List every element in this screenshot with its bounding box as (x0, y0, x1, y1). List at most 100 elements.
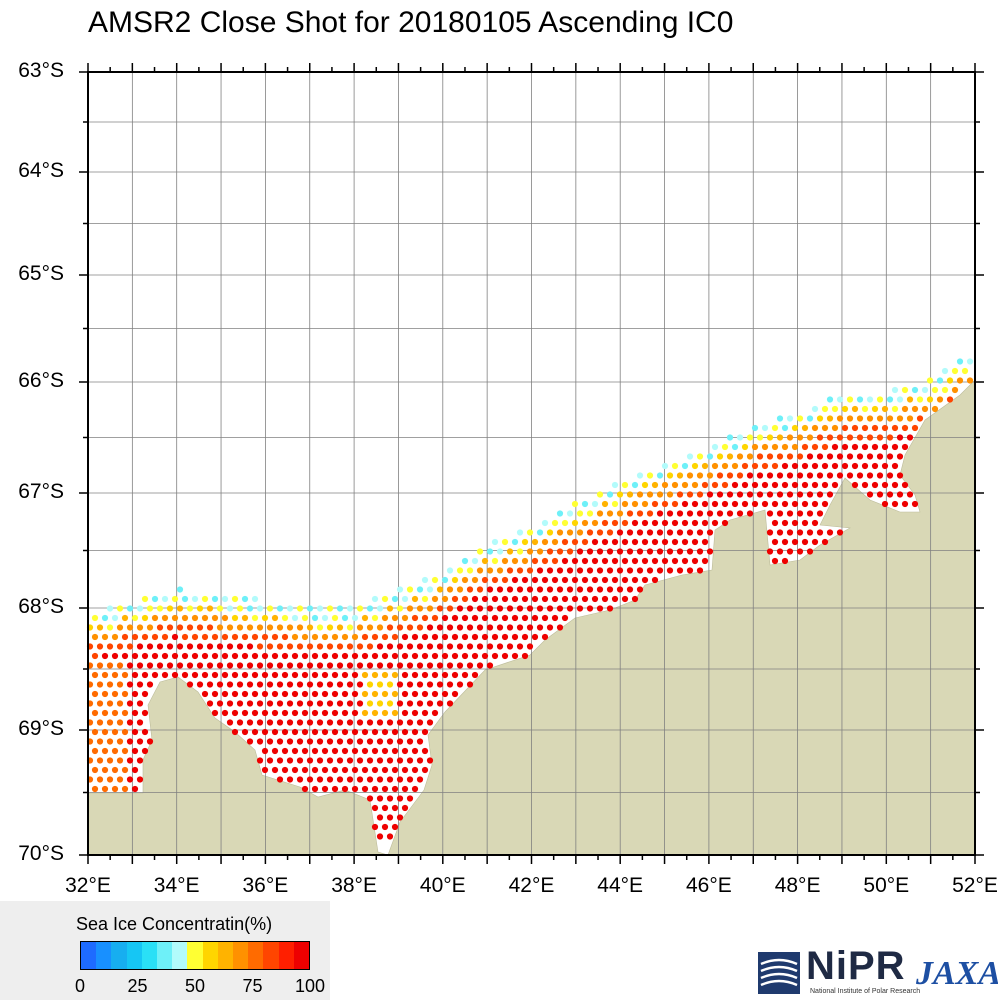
ice-point (221, 690, 229, 698)
ice-point (796, 510, 804, 517)
ice-point (886, 453, 894, 460)
ice-point (356, 643, 364, 650)
ice-point (91, 766, 99, 774)
ice-point (246, 719, 254, 726)
ice-point (451, 576, 459, 584)
ice-point (261, 614, 269, 622)
ice-point (851, 424, 859, 432)
ice-point (406, 738, 414, 745)
ice-point (881, 405, 889, 413)
ice-point (226, 662, 234, 669)
ice-point (506, 624, 514, 631)
ice-point (356, 700, 364, 707)
ice-point (141, 595, 149, 603)
ice-point (511, 614, 519, 622)
ice-point (796, 415, 804, 422)
ice-point (706, 548, 714, 555)
ice-point (386, 681, 394, 688)
ice-point (271, 747, 279, 755)
ice-point (891, 500, 899, 508)
ice-point (811, 500, 819, 508)
ice-point (121, 728, 129, 736)
ice-point (216, 605, 224, 612)
ice-point (191, 652, 199, 660)
ice-point (346, 624, 354, 631)
ice-point (141, 671, 149, 679)
ice-point (631, 538, 639, 546)
ice-point (401, 671, 409, 679)
ice-point (871, 443, 879, 451)
ice-point (546, 529, 554, 536)
ice-point (126, 700, 134, 707)
ice-point (686, 491, 694, 498)
ice-point (526, 548, 534, 555)
ice-point (416, 738, 424, 745)
ice-point (96, 757, 104, 764)
ice-point (426, 624, 434, 631)
ice-point (696, 510, 704, 517)
ice-point (581, 576, 589, 584)
ice-point (446, 624, 454, 631)
ice-point (126, 605, 134, 612)
ice-point (481, 595, 489, 603)
ice-point (301, 652, 309, 660)
ice-point (151, 595, 159, 603)
ice-point (226, 700, 234, 707)
ice-point (116, 605, 124, 612)
ice-point (376, 833, 384, 840)
ice-point (706, 491, 714, 498)
ice-point (761, 500, 769, 508)
ice-point (601, 576, 609, 584)
longitude-label: 48°E (774, 874, 821, 897)
ice-point (131, 614, 139, 622)
ice-point (106, 662, 114, 669)
ice-point (321, 652, 329, 660)
ice-point (951, 367, 959, 375)
ice-point (241, 690, 249, 698)
ice-point (376, 814, 384, 821)
ice-point (471, 614, 479, 622)
ice-point (711, 519, 719, 527)
ice-point (831, 443, 839, 451)
ice-point (551, 614, 559, 622)
ice-point (221, 671, 229, 679)
ice-point (116, 757, 124, 764)
ice-point (766, 548, 774, 555)
ice-point (346, 643, 354, 650)
ice-point (241, 633, 249, 641)
ice-point (376, 662, 384, 669)
ice-point (236, 605, 244, 612)
ice-point (276, 757, 284, 764)
ice-point (406, 586, 414, 593)
ice-point (626, 510, 634, 517)
ice-point (826, 396, 834, 403)
ice-point (841, 462, 849, 470)
ice-point (711, 481, 719, 489)
ice-point (661, 538, 669, 546)
ice-point (251, 633, 259, 641)
ice-point (831, 462, 839, 470)
ice-point (566, 605, 574, 612)
ice-point (366, 681, 374, 688)
ice-point (381, 785, 389, 793)
ice-point (111, 766, 119, 774)
ice-point (191, 671, 199, 679)
ice-point (351, 671, 359, 679)
ice-point (386, 833, 394, 840)
ice-point (521, 576, 529, 584)
ice-point (141, 747, 149, 755)
ice-point (221, 614, 229, 622)
ice-point (386, 776, 394, 783)
ice-point (391, 671, 399, 679)
ice-point (956, 377, 964, 384)
ice-point (546, 567, 554, 574)
ice-point (406, 624, 414, 631)
ice-point (286, 719, 294, 726)
ice-point (281, 766, 289, 774)
ice-point (271, 614, 279, 622)
ice-point (861, 424, 869, 432)
ice-point (551, 557, 559, 565)
ice-point (361, 633, 369, 641)
ice-point (776, 548, 784, 555)
ice-point (266, 643, 274, 650)
